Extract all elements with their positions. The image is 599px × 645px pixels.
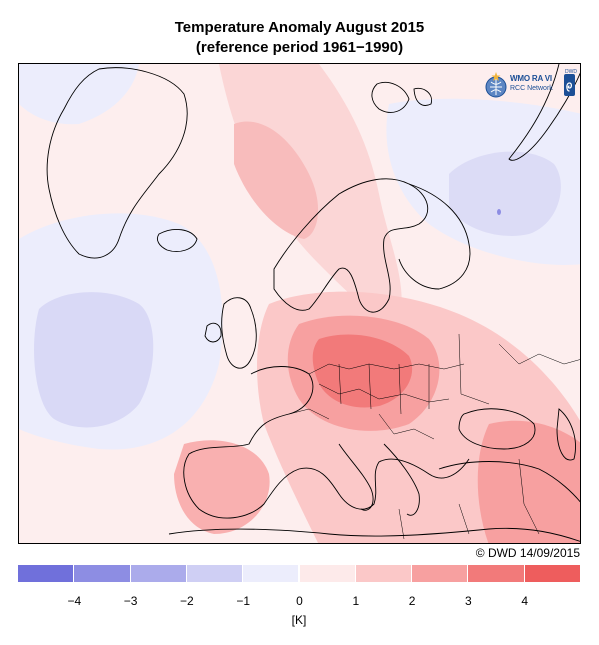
legend-swatch [243,565,300,582]
legend-swatch [74,565,131,582]
legend-swatch [468,565,525,582]
warm-anomaly-middle-east [477,420,580,543]
legend-tick-label: 0 [296,594,303,608]
anomaly-map: WMO RA VI RCC Network DWD [18,63,581,544]
legend-unit: [K] [291,613,307,627]
anomaly-map-graphic [19,64,580,543]
legend-tick-label: 3 [465,594,472,608]
wmo-rcc-logo: WMO RA VI RCC Network DWD [484,69,577,106]
cool-anomaly-greenland [19,64,139,125]
color-legend [18,565,581,582]
legend-tick-label: −2 [180,594,194,608]
legend-tick-label: −3 [123,594,138,608]
legend-tick-label: −1 [236,594,251,608]
country-borders [288,333,580,540]
warm-anomaly-central-core [312,334,413,408]
map-subtitle: (reference period 1961−1990) [195,39,404,56]
warm-anomaly-iberia [174,440,270,534]
logo-subtitle: RCC Network [510,85,553,92]
cool-anomaly-barents-core [449,151,561,236]
lake-marker [497,209,501,215]
legend-tick-label: 2 [408,594,416,608]
coastlines [46,64,580,542]
legend-tick-label: 1 [352,594,360,608]
legend-tick-label: −4 [67,594,82,608]
legend-swatch [186,565,244,582]
copyright-label: © DWD 14/09/2015 [475,546,580,560]
logo-title: WMO RA VI [510,74,552,83]
legend-swatch [355,565,413,582]
dwd-spiral-icon [566,82,573,92]
warm-anomaly-arctic-core [234,121,319,239]
logo-badge: DWD [565,69,577,75]
legend-swatch [524,565,581,582]
legend-swatch [412,565,469,582]
cool-anomaly-atlantic-core [34,292,154,428]
legend-swatch [18,565,75,582]
map-title: Temperature Anomaly August 2015 [174,19,425,36]
legend-tick-label: 4 [521,594,529,608]
legend-swatch [130,565,187,582]
legend-swatch [299,565,356,582]
